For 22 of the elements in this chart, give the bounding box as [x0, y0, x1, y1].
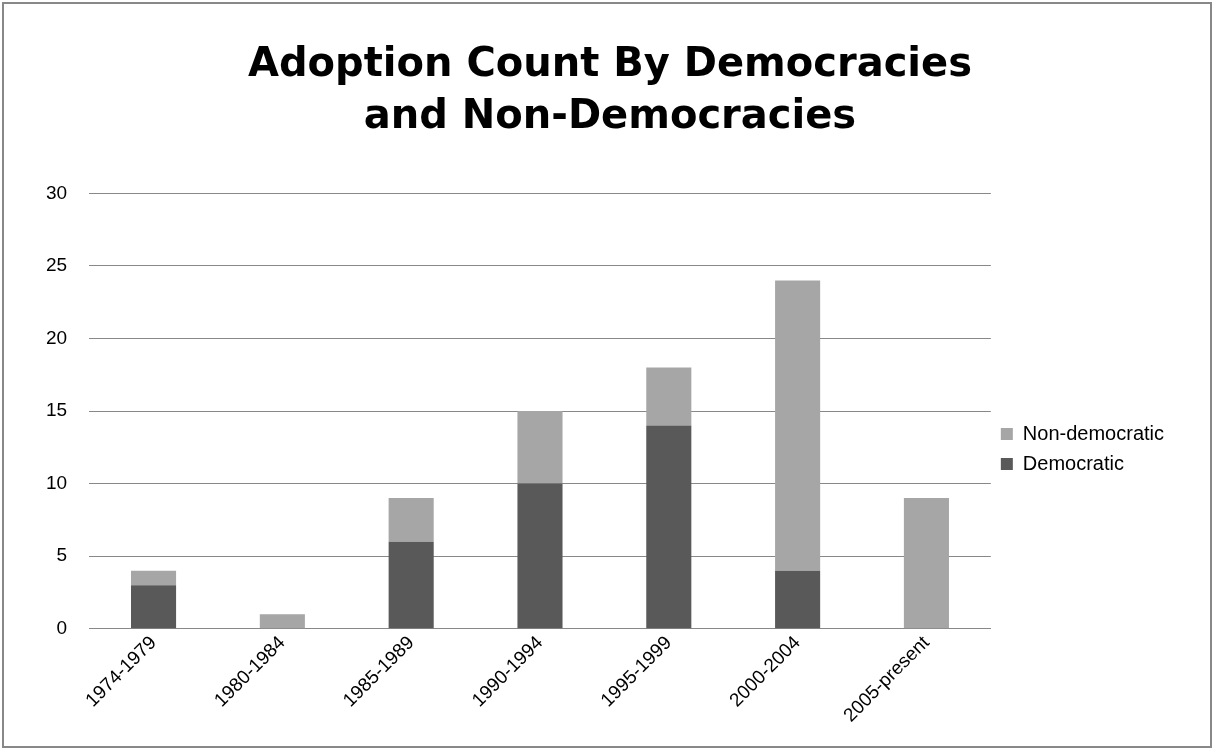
bar [388, 541, 434, 629]
bar [646, 367, 692, 426]
bar [903, 498, 949, 629]
y-tick-label: 25 [45, 254, 68, 276]
bar [775, 280, 821, 571]
y-tick-label: 10 [45, 471, 68, 493]
bar [517, 411, 563, 484]
y-tick-label: 15 [45, 399, 68, 421]
y-tick-label: 30 [45, 181, 68, 203]
bar [131, 585, 177, 629]
y-tick-label: 0 [56, 616, 68, 638]
bar [259, 614, 305, 629]
legend-label: Democratic [1022, 451, 1124, 474]
bar [388, 498, 434, 542]
bar [517, 483, 563, 629]
y-tick-label: 5 [56, 544, 68, 566]
bar [775, 570, 821, 629]
legend-label: Non-democratic [1022, 421, 1165, 444]
bar [646, 425, 692, 629]
y-tick-label: 20 [45, 326, 68, 348]
chart-title: Adoption Count By Democracies and Non-Democracies [247, 38, 973, 139]
bar [131, 570, 177, 586]
